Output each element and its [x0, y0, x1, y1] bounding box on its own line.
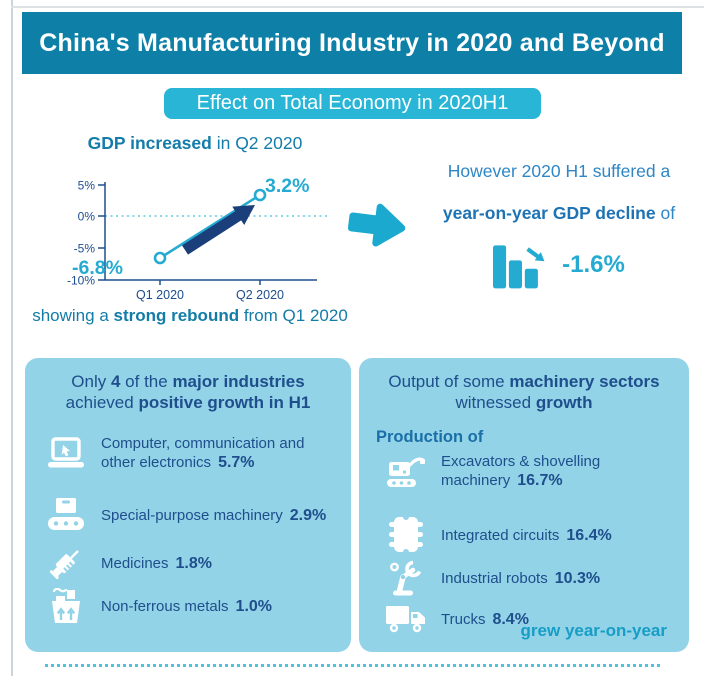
industry-item-metals: Non-ferrous metals 1.0% — [45, 588, 361, 624]
gdp-trend-line — [159, 193, 261, 260]
decline-bold: year-on-year GDP decline — [442, 203, 656, 223]
machinery-item-circuits: Integrated circuits 16.4% — [385, 516, 673, 554]
machinery-item-text: Industrial robots 10.3% — [441, 569, 601, 587]
point-label-q1: -6.8% — [72, 257, 123, 279]
industry-item-medicines: Medicines 1.8% — [45, 544, 361, 582]
dotted-divider — [45, 664, 660, 667]
x-tick-label-q2: Q2 2020 — [236, 288, 284, 302]
point-label-q2: 3.2% — [265, 175, 309, 197]
machinery-item-excavators: Excavators & shovelling machinery 16.7% — [385, 452, 633, 490]
laptop-icon — [45, 437, 87, 469]
robot-arm-icon — [385, 560, 427, 596]
decline-value-row: -1.6% — [418, 241, 700, 289]
gdp-line-chart: 5% 0% -5% -10% Q1 2020 Q2 2020 -6.8% 3.2… — [67, 175, 327, 302]
decline-value: -1.6% — [562, 251, 625, 278]
y-tick-label-5: 5% — [78, 179, 96, 193]
industry-item-text: Computer, communication and other electr… — [101, 435, 305, 471]
machinery-panel: Output of some machinery sectors witness… — [359, 358, 689, 652]
y-tick-label-neg10: -10% — [67, 274, 95, 288]
decline-text-line2: year-on-year GDP decline of — [418, 203, 700, 224]
industry-item-machinery: Special-purpose machinery 2.9% — [45, 498, 361, 532]
smelter-icon — [45, 588, 87, 624]
industries-panel-heading: Only 4 of the major industries achieved … — [25, 358, 351, 413]
left-edge-line — [11, 0, 13, 676]
caption-bold: strong rebound — [113, 306, 240, 325]
industry-item-text: Medicines 1.8% — [101, 554, 212, 572]
production-of-label: Production of — [376, 428, 484, 446]
industries-panel: Only 4 of the major industries achieved … — [25, 358, 351, 652]
data-point-q2 — [253, 188, 267, 202]
machinery-heading-line1: Output of some machinery sectors — [388, 372, 660, 391]
x-axis-ticks — [159, 280, 261, 285]
conveyor-icon — [45, 498, 87, 532]
caption-part: showing a — [32, 306, 114, 325]
gdp-chart-heading: GDP increased in Q2 2020 — [40, 133, 350, 154]
gdp-heading-rest: in Q2 2020 — [211, 133, 303, 153]
industry-item-text: Non-ferrous metals 1.0% — [101, 597, 273, 615]
x-tick-label-q1: Q1 2020 — [136, 288, 184, 302]
industry-item-text: Special-purpose machinery 2.9% — [101, 506, 327, 524]
machinery-item-text: Trucks 8.4% — [441, 610, 529, 628]
decline-rest: of — [655, 203, 676, 223]
data-point-q1 — [153, 251, 167, 265]
machinery-panel-heading: Output of some machinery sectors witness… — [359, 358, 689, 413]
machinery-item-text: Integrated circuits 16.4% — [441, 526, 612, 544]
excavator-icon — [385, 453, 427, 489]
chip-icon — [385, 516, 427, 554]
machinery-item-trucks: Trucks 8.4% — [385, 604, 673, 634]
machinery-heading-line2: witnessed growth — [455, 393, 593, 412]
gdp-chart-caption: showing a strong rebound from Q1 2020 — [18, 306, 362, 326]
declining-bars-icon — [493, 245, 545, 289]
syringe-icon — [45, 544, 87, 582]
industry-item-electronics: Computer, communication and other electr… — [45, 434, 319, 472]
industries-heading-line1: Only 4 of the major industries — [71, 372, 305, 391]
machinery-item-robots: Industrial robots 10.3% — [385, 560, 673, 596]
rebound-arrow-icon — [182, 205, 255, 255]
gdp-heading-bold: GDP increased — [87, 133, 212, 153]
truck-icon — [385, 604, 427, 634]
industries-heading-line2: achieved positive growth in H1 — [65, 393, 311, 412]
right-arrow-icon — [347, 203, 406, 247]
y-axis-ticks — [98, 184, 105, 281]
top-edge-line — [11, 6, 704, 8]
page-title: China's Manufacturing Industry in 2020 a… — [22, 12, 682, 74]
decline-text-line1: However 2020 H1 suffered a — [447, 161, 671, 181]
y-tick-label-neg5: -5% — [74, 242, 96, 256]
grew-year-on-year-label: grew year-on-year — [520, 621, 667, 640]
section-subtitle-pill: Effect on Total Economy in 2020H1 — [164, 88, 541, 119]
y-tick-label-0: 0% — [78, 210, 96, 224]
machinery-item-text: Excavators & shovelling machinery 16.7% — [441, 453, 601, 489]
caption-part: from Q1 2020 — [239, 306, 348, 325]
